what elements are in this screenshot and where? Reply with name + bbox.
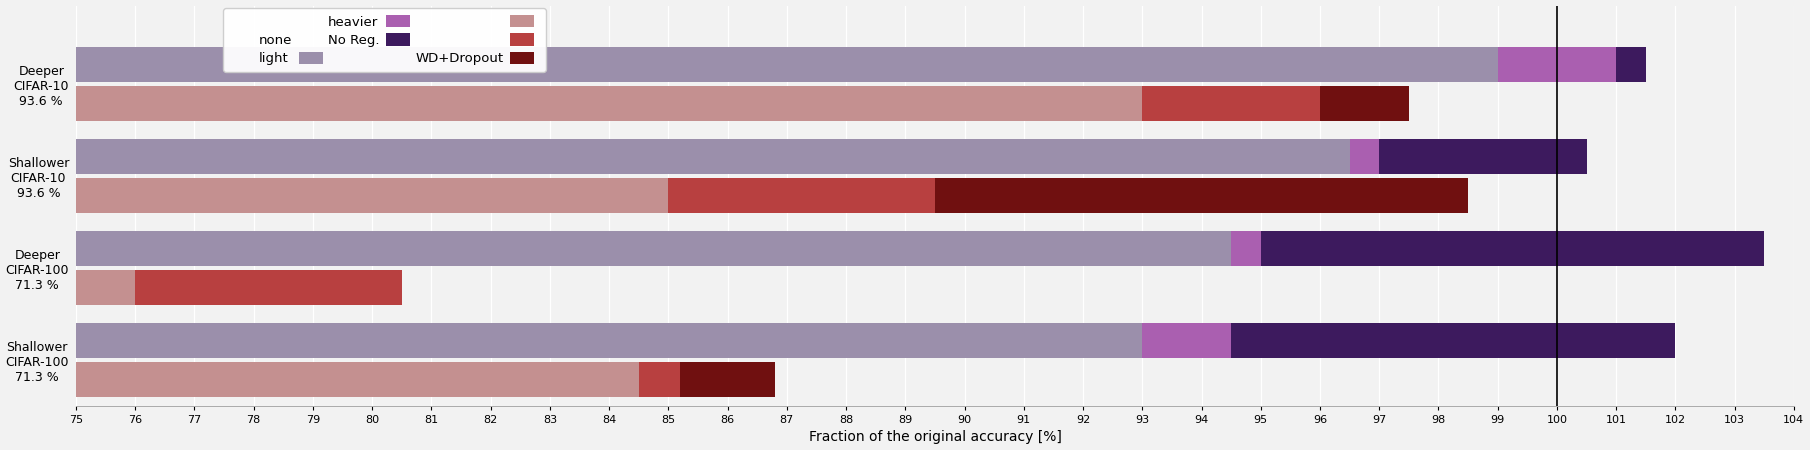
Bar bbox=[76, 323, 1142, 358]
Bar bbox=[1262, 231, 1765, 266]
Bar bbox=[639, 362, 681, 396]
Bar bbox=[936, 178, 1468, 212]
Bar bbox=[668, 178, 936, 212]
Bar bbox=[76, 86, 1142, 121]
Bar bbox=[1319, 86, 1408, 121]
Bar bbox=[1231, 231, 1262, 266]
Bar bbox=[76, 231, 1231, 266]
Bar bbox=[76, 139, 1350, 174]
Bar bbox=[136, 270, 402, 305]
Bar bbox=[1142, 86, 1319, 121]
X-axis label: Fraction of the original accuracy [%]: Fraction of the original accuracy [%] bbox=[809, 431, 1061, 445]
Bar bbox=[1231, 323, 1676, 358]
Bar bbox=[1497, 47, 1616, 82]
Bar bbox=[76, 178, 668, 212]
Bar bbox=[76, 270, 136, 305]
Bar bbox=[76, 47, 1497, 82]
Legend: , none, light, heavier, No Reg., , , , WD+Dropout, , , : , none, light, heavier, No Reg., , , , W… bbox=[223, 8, 545, 72]
Bar bbox=[1350, 139, 1379, 174]
Bar bbox=[681, 362, 775, 396]
Bar bbox=[1379, 139, 1587, 174]
Bar bbox=[76, 362, 639, 396]
Bar bbox=[1142, 323, 1231, 358]
Bar bbox=[1616, 47, 1645, 82]
